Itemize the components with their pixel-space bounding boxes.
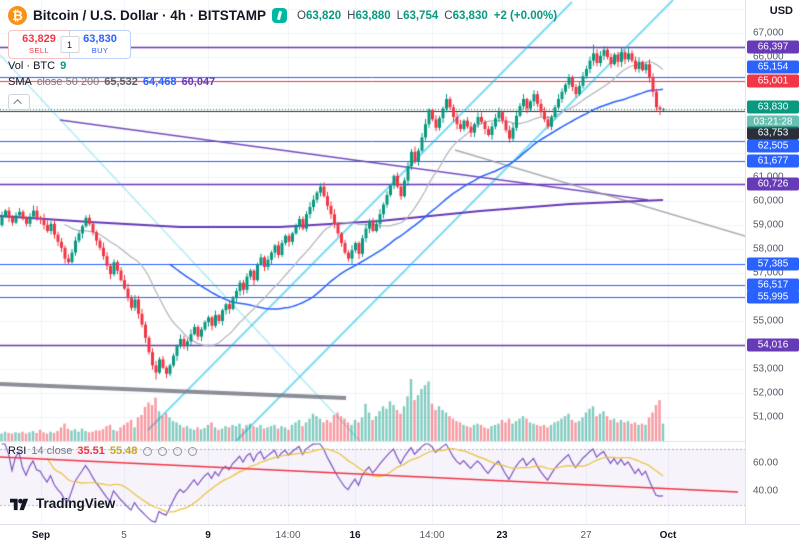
high-value: 63,880	[355, 9, 391, 22]
time-label: 16	[349, 530, 361, 541]
sma-legend[interactable]: SMA close 50 200 65,532 64,468 60,047	[8, 76, 215, 88]
tradingview-logo-icon	[10, 498, 29, 511]
indicator-value: 65,532	[104, 76, 138, 88]
currency-toggle-button[interactable]: USD	[769, 5, 793, 17]
exchange-logo-icon	[272, 8, 288, 23]
rsi-tick-label: 60.00	[753, 457, 779, 469]
price-tick-label: 67,000	[753, 27, 784, 39]
price-tick-label: 52,000	[753, 387, 784, 399]
time-label: 14:00	[275, 530, 301, 541]
price-tick-label: 53,000	[753, 363, 784, 375]
chevron-up-icon	[13, 99, 22, 108]
price-line-badge: 66,397	[747, 40, 799, 54]
time-label: 27	[580, 530, 592, 541]
price-line-badge: 54,016	[747, 338, 799, 352]
indicator-value: 60,047	[181, 76, 216, 88]
time-label: Oct	[659, 530, 677, 541]
time-label: 5	[121, 530, 127, 541]
indicator-value: 55.48	[109, 445, 138, 457]
chart-canvas[interactable]	[0, 0, 745, 524]
symbol-title[interactable]: Bitcoin / U.S. Dollar · 4h · BITSTAMP	[33, 8, 267, 23]
time-label: 9	[205, 530, 211, 541]
low-value: 63,754	[403, 9, 439, 22]
price-line-badge: 65,001	[747, 74, 799, 88]
indicator-value: 35.51	[77, 445, 105, 457]
candle-countdown-badge: 03:21:28	[747, 115, 799, 129]
rsi-legend[interactable]: RSI 14 close 35.51 55.48	[8, 445, 198, 457]
price-tick-label: 58,000	[753, 243, 784, 255]
price-tick-label: 55,000	[753, 315, 784, 327]
bitcoin-icon: ₿	[8, 6, 27, 25]
price-tick-label: 66,000	[753, 51, 784, 63]
time-label: 14:00	[419, 530, 445, 541]
price-line-badge: 65,154	[747, 60, 799, 74]
sma-legend-values: 65,532 64,468 60,047	[104, 76, 215, 88]
price-line-badge: 57,385	[747, 257, 799, 271]
price-line-badge: 61,677	[747, 154, 799, 168]
sma-legend-params: close 50 200	[36, 76, 100, 88]
rsi-legend-params: 14 close	[31, 445, 73, 457]
legend-action-icon[interactable]	[143, 446, 153, 456]
close-label: C	[444, 9, 453, 22]
legend-collapse-button[interactable]	[8, 94, 30, 110]
price-tick-label: 61,000	[753, 172, 784, 183]
sma-legend-title: SMA	[8, 76, 32, 88]
price-axis[interactable]: USD 67,000 66,000 61,000 60,000 59,000 58,000…	[745, 0, 800, 524]
buy-label: BUY	[91, 46, 109, 56]
ohlc-row: O63,820 H63,880 L63,754 C63,830	[297, 10, 488, 22]
time-label: Sep	[31, 530, 51, 541]
price-line-badge: 56,517	[747, 278, 799, 292]
last-price-badge: 63,830	[747, 100, 799, 114]
chart-header: ₿ Bitcoin / U.S. Dollar · 4h · BITSTAMP …	[8, 6, 557, 25]
sell-label: SELL	[29, 46, 49, 56]
tradingview-logo[interactable]: TradingView	[10, 496, 115, 511]
volume-legend-title: Vol · BTC	[8, 60, 56, 72]
price-line-badge: 62,505	[747, 139, 799, 153]
change-value: +2 (+0.00%)	[493, 9, 558, 22]
rsi-legend-title: RSI	[8, 445, 27, 457]
open-value: 63,820	[305, 9, 342, 22]
low-label: L	[396, 9, 404, 22]
open-label: O	[297, 9, 306, 22]
sell-button[interactable]: 63,829 SELL	[8, 30, 70, 59]
time-axis[interactable]: Sep 5 9 14:00 16 14:00 23 27 Oct	[0, 524, 800, 547]
legend-action-icon[interactable]	[173, 446, 183, 456]
spread-value: 1	[60, 36, 79, 53]
close-value: 63,830	[452, 9, 488, 22]
buy-button[interactable]: 63,830 BUY	[70, 30, 131, 59]
legend-action-icon[interactable]	[158, 446, 168, 456]
tradingview-logo-text: TradingView	[36, 496, 116, 511]
order-panel: 63,829 SELL 63,830 BUY 1	[8, 30, 131, 59]
buy-price: 63,830	[83, 33, 117, 46]
price-tick-label: 57,000	[753, 267, 784, 279]
sell-price: 63,829	[22, 33, 56, 46]
price-line-badge: 60,726	[747, 177, 799, 191]
price-tick-label: 60,000	[753, 195, 784, 207]
time-label: 23	[496, 530, 508, 541]
price-tick-label: 59,000	[753, 219, 784, 231]
rsi-tick-label: 40.00	[753, 485, 779, 497]
price-tick-label: 51,000	[753, 411, 784, 423]
volume-legend-value: 9	[60, 60, 67, 72]
price-line-badge: 55,995	[747, 290, 799, 304]
high-label: H	[347, 9, 356, 22]
volume-legend[interactable]: Vol · BTC 9	[8, 60, 66, 72]
indicator-value: 64,468	[142, 76, 177, 88]
legend-action-icon[interactable]	[188, 446, 198, 456]
rsi-legend-values: 35.51 55.48	[77, 445, 137, 457]
price-line-badge: 63,753	[747, 126, 799, 140]
